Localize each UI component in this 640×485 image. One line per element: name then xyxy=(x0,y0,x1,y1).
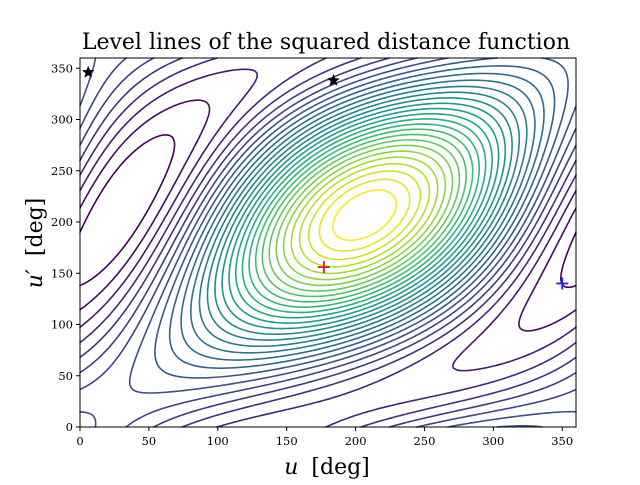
contour-level-19 xyxy=(241,118,487,314)
x-tick-label: 50 xyxy=(142,434,157,448)
x-tick-label: 150 xyxy=(276,434,298,448)
y-tick-label: 150 xyxy=(51,266,73,280)
y-axis-label: u′ [deg] xyxy=(23,198,48,289)
x-tick-label: 350 xyxy=(551,434,573,448)
contour-level-28 xyxy=(307,170,422,261)
contour-level-22 xyxy=(261,133,467,298)
star-marker-2 xyxy=(81,65,95,78)
x-tick-label: 100 xyxy=(207,434,229,448)
contour-level-8 xyxy=(79,57,577,428)
plus-marker-1 xyxy=(556,277,569,290)
contour-level-27 xyxy=(298,162,431,268)
y-axis-unit: [deg] xyxy=(23,198,48,256)
contour-level-14 xyxy=(206,91,521,341)
contour-level-1 xyxy=(79,134,577,289)
x-tick-label: 200 xyxy=(345,434,367,448)
x-tick-label: 250 xyxy=(413,434,435,448)
contour-level-23 xyxy=(268,139,461,292)
x-tick-label: 0 xyxy=(76,434,83,448)
contour-level-26 xyxy=(290,156,439,275)
y-axis: 0 50 100 150 200 250 300 350 xyxy=(51,61,80,434)
y-axis-symbol: u′ xyxy=(23,269,48,288)
contour-level-18 xyxy=(235,112,493,319)
contour-level-2 xyxy=(79,99,577,332)
contour-level-20 xyxy=(248,123,480,308)
contour-level-16 xyxy=(221,102,507,330)
contour-level-21 xyxy=(254,128,474,303)
contour-level-11 xyxy=(180,72,545,361)
markers xyxy=(81,65,569,290)
y-tick-label: 350 xyxy=(51,61,73,75)
contour-level-29 xyxy=(318,178,411,252)
y-tick-label: 300 xyxy=(51,113,73,127)
x-axis-unit: [deg] xyxy=(311,455,369,480)
y-tick-label: 50 xyxy=(58,369,73,383)
plus-marker-0 xyxy=(317,261,330,274)
contour-level-25 xyxy=(282,150,447,281)
x-axis: 0 50 100 150 200 250 300 350 xyxy=(76,427,573,448)
contour-level-10 xyxy=(168,65,556,369)
y-tick-label: 100 xyxy=(51,318,73,332)
contour-level-13 xyxy=(198,85,528,348)
plot-frame xyxy=(79,57,577,428)
contour-level-6 xyxy=(79,57,577,428)
contour-level-3 xyxy=(79,68,577,372)
contour-lines xyxy=(79,57,577,428)
y-tick-label: 0 xyxy=(66,420,73,434)
star-marker-3 xyxy=(327,73,340,86)
contour-level-30 xyxy=(332,189,398,242)
x-axis-symbol: u xyxy=(284,455,298,480)
contour-level-17 xyxy=(228,107,500,324)
y-tick-label: 250 xyxy=(51,164,73,178)
x-tick-label: 300 xyxy=(482,434,504,448)
chart-title: Level lines of the squared distance func… xyxy=(82,30,570,55)
contour-level-24 xyxy=(275,144,454,287)
x-axis-label: u [deg] xyxy=(284,455,370,480)
y-tick-label: 200 xyxy=(51,215,73,229)
contour-level-15 xyxy=(214,97,513,336)
contour-level-12 xyxy=(190,79,536,354)
